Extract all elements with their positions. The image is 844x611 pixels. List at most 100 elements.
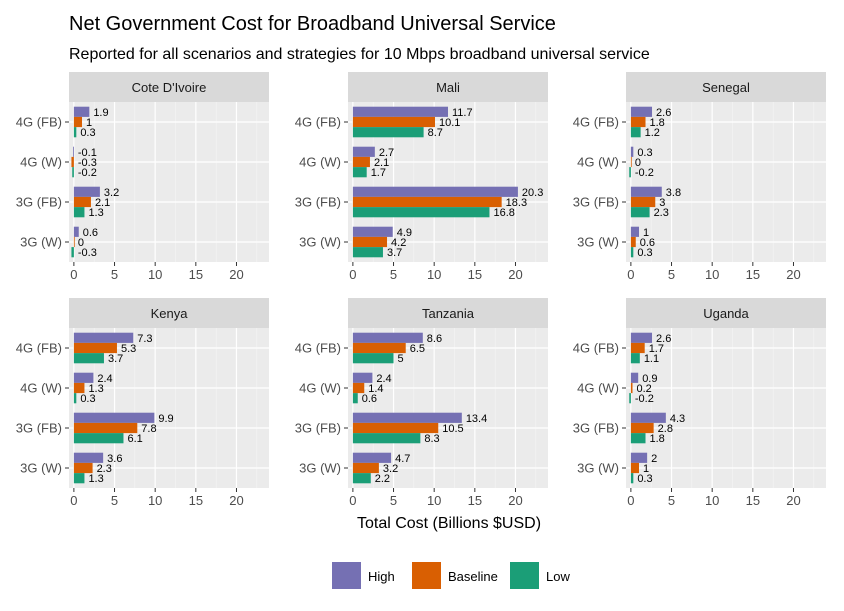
data-label: 2.6: [656, 107, 671, 119]
strip-senegal: [626, 72, 826, 102]
data-label: 2.6: [656, 333, 671, 345]
bar-baseline: [352, 382, 365, 394]
data-label: 3.8: [666, 187, 681, 199]
y-tick-label: 4G (FB): [573, 115, 619, 130]
legend-label-low: Low: [546, 569, 570, 584]
bar-baseline: [73, 236, 75, 248]
data-label: 4.2: [391, 237, 406, 249]
legend-swatch-baseline: [412, 562, 441, 589]
legend-label-high: High: [368, 569, 395, 584]
bar-baseline: [73, 196, 91, 208]
data-label: 0.3: [637, 147, 652, 159]
bar-high: [73, 106, 90, 117]
data-label: 6.5: [410, 343, 425, 355]
data-label: 3.6: [107, 453, 122, 465]
bar-low: [630, 353, 640, 364]
x-tick-label: 20: [508, 267, 522, 282]
panel-bg-senegal: [626, 102, 826, 262]
x-tick-label: 20: [508, 493, 522, 508]
x-tick-label: 5: [668, 267, 675, 282]
data-label: 1.7: [371, 167, 386, 179]
data-label: 3.7: [387, 247, 402, 259]
y-tick-label: 4G (W): [299, 381, 341, 396]
data-label: 1: [86, 117, 92, 129]
data-label: 0.6: [362, 393, 377, 405]
strip-label-mali: Mali: [436, 80, 460, 95]
x-tick-label: 15: [468, 493, 482, 508]
bar-high: [352, 412, 462, 423]
x-tick-label: 5: [390, 267, 397, 282]
x-tick-label: 0: [349, 493, 356, 508]
data-label: 2.8: [658, 423, 673, 435]
bar-low: [72, 167, 74, 178]
data-label: 0.9: [642, 373, 657, 385]
bar-low: [630, 473, 634, 484]
data-label: 5: [398, 353, 404, 365]
data-label: 4.3: [670, 413, 685, 425]
data-label: 3.2: [383, 463, 398, 475]
y-tick-label: 3G (FB): [16, 421, 62, 436]
data-label: 0.3: [80, 127, 95, 139]
data-label: -0.2: [78, 167, 97, 179]
x-tick-label: 15: [468, 267, 482, 282]
bar-low: [352, 167, 367, 178]
bar-low: [73, 127, 77, 138]
y-tick-label: 3G (W): [20, 461, 62, 476]
bar-low: [73, 353, 104, 364]
data-label: -0.2: [635, 167, 654, 179]
bar-high: [73, 146, 74, 157]
data-label: 4.9: [397, 227, 412, 239]
bar-low: [352, 433, 421, 444]
x-tick-label: 15: [189, 267, 203, 282]
x-tick-label: 20: [229, 493, 243, 508]
data-label: -0.2: [635, 393, 654, 405]
data-label: -0.3: [78, 247, 97, 259]
y-tick-label: 3G (FB): [295, 421, 341, 436]
data-label: 7.3: [137, 333, 152, 345]
x-axis-title: Total Cost (Billions $USD): [357, 515, 541, 532]
y-tick-label: 3G (FB): [295, 195, 341, 210]
y-tick-label: 4G (FB): [16, 341, 62, 356]
bar-baseline: [352, 236, 388, 248]
bar-low: [73, 393, 77, 404]
x-tick-label: 0: [627, 493, 634, 508]
bar-low: [352, 207, 490, 218]
data-label: 8.7: [428, 127, 443, 139]
bar-low: [352, 247, 383, 258]
x-tick-label: 15: [746, 493, 760, 508]
data-label: 1.3: [88, 383, 103, 395]
strip-label-cote-d-ivoire: Cote D'Ivoire: [132, 80, 207, 95]
x-tick-label: 10: [148, 493, 162, 508]
bar-high: [630, 226, 640, 237]
x-tick-label: 10: [427, 493, 441, 508]
legend-label-baseline: Baseline: [448, 569, 498, 584]
bar-high: [73, 372, 94, 383]
y-tick-label: 4G (W): [20, 155, 62, 170]
strip-label-uganda: Uganda: [703, 306, 749, 321]
y-tick-label: 3G (W): [577, 235, 619, 250]
bar-low: [630, 127, 641, 138]
legend-swatch-low: [510, 562, 539, 589]
strip-label-kenya: Kenya: [151, 306, 189, 321]
data-label: 16.8: [493, 207, 514, 219]
bar-low: [73, 207, 85, 218]
data-label: 13.4: [466, 413, 487, 425]
x-tick-label: 20: [786, 493, 800, 508]
bar-high: [73, 186, 100, 197]
strip-cote-d-ivoire: [69, 72, 269, 102]
data-label: 11.7: [452, 107, 473, 119]
x-tick-label: 15: [746, 267, 760, 282]
y-tick-label: 3G (W): [299, 235, 341, 250]
bar-high: [352, 452, 392, 463]
data-label: 8.3: [424, 433, 439, 445]
bar-high: [630, 332, 653, 343]
bar-high: [630, 452, 648, 463]
y-tick-label: 4G (FB): [295, 115, 341, 130]
data-label: 0.3: [80, 393, 95, 405]
bar-baseline: [630, 116, 646, 128]
data-label: 1: [643, 227, 649, 239]
bar-baseline: [352, 462, 379, 474]
bar-low: [73, 433, 124, 444]
